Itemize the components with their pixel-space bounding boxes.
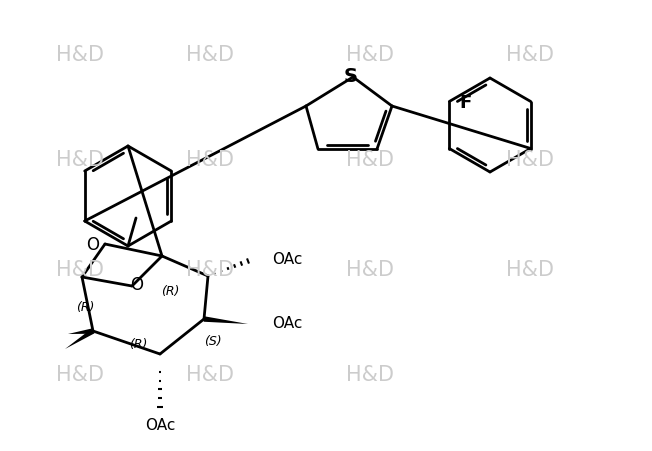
Text: H&D: H&D	[346, 45, 394, 65]
Text: H&D: H&D	[186, 150, 234, 170]
Text: H&D: H&D	[346, 364, 394, 384]
Polygon shape	[65, 329, 95, 349]
Text: (R): (R)	[76, 300, 94, 313]
Text: H&D: H&D	[56, 45, 104, 65]
Text: (R): (R)	[129, 338, 147, 351]
Text: OAc: OAc	[145, 418, 175, 433]
Text: OAc: OAc	[272, 315, 303, 330]
Text: H&D: H&D	[346, 150, 394, 170]
Text: H&D: H&D	[186, 259, 234, 279]
Text: H&D: H&D	[506, 259, 554, 279]
Text: O: O	[87, 235, 100, 253]
Text: OAc: OAc	[272, 251, 303, 266]
Text: H&D: H&D	[186, 45, 234, 65]
Text: O: O	[130, 276, 143, 293]
Polygon shape	[203, 317, 248, 324]
Text: H&D: H&D	[56, 259, 104, 279]
Text: H&D: H&D	[56, 364, 104, 384]
Text: F: F	[459, 93, 471, 111]
Text: H&D: H&D	[506, 45, 554, 65]
Text: (S): (S)	[204, 335, 222, 348]
Polygon shape	[68, 328, 93, 334]
Text: H&D: H&D	[186, 364, 234, 384]
Text: H&D: H&D	[346, 259, 394, 279]
Text: S: S	[344, 67, 358, 86]
Text: H&D: H&D	[56, 150, 104, 170]
Text: (R): (R)	[161, 285, 179, 298]
Text: H&D: H&D	[506, 150, 554, 170]
